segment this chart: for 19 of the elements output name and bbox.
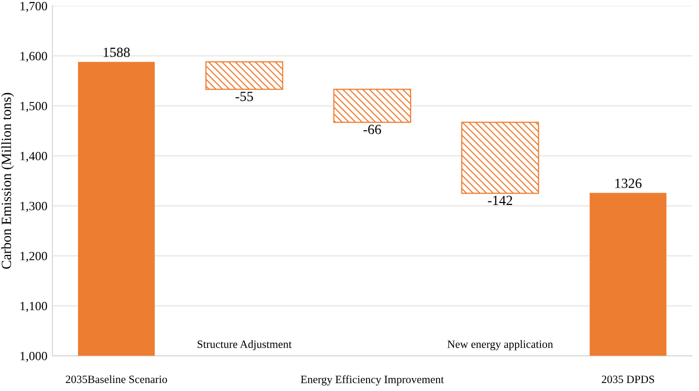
y-tick-label: 1,100 [20, 302, 48, 312]
data-label: -142 [488, 196, 512, 205]
y-tick-label: 1,600 [20, 52, 48, 62]
data-label: 1588 [104, 48, 130, 58]
x-tick-label: Energy Efficiency Improvement [300, 375, 444, 386]
data-label: 1326 [615, 178, 642, 188]
x-tick-label: 2035 DPDS [602, 376, 654, 384]
x-tick-label: New energy application [447, 340, 553, 350]
y-tick-label: 1,000 [20, 352, 48, 362]
y-tick-label: 1,300 [20, 202, 48, 212]
x-tick-label: 2035Baseline Scenario [66, 375, 168, 384]
data-label: -66 [363, 124, 382, 134]
y-tick-label: 1,400 [20, 152, 48, 162]
y-tick-label: 1,700 [20, 2, 48, 12]
x-tick-label: Structure Adjustment [198, 340, 292, 350]
y-tick-label: 1,500 [20, 102, 48, 112]
y-axis-title: Carbon Emission (Million tons) [1, 92, 14, 269]
data-label: -55 [236, 92, 254, 102]
y-tick-label: 1,200 [20, 252, 48, 262]
